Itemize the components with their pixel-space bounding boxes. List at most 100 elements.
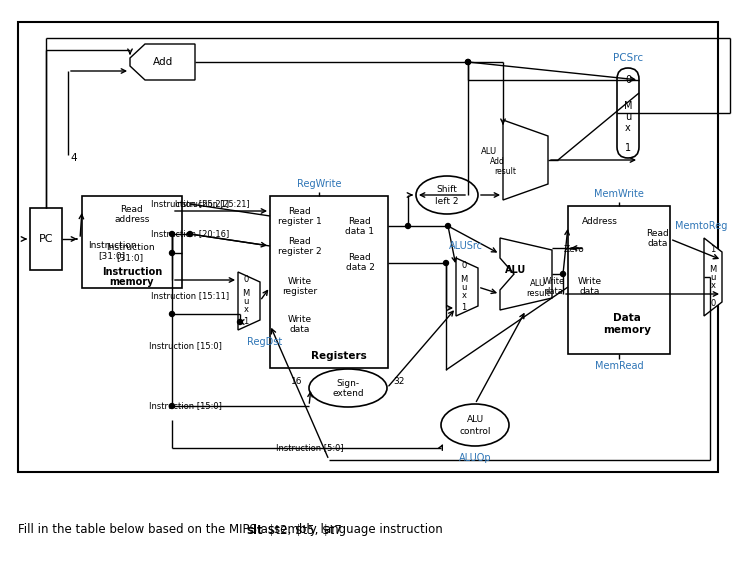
Text: ALUOp: ALUOp	[459, 453, 491, 463]
Text: $t2, $t5, $t7: $t2, $t5, $t7	[264, 524, 342, 537]
Ellipse shape	[416, 176, 478, 214]
Text: Data: Data	[613, 313, 641, 323]
Text: Instruction [20:16]: Instruction [20:16]	[151, 229, 229, 238]
Text: Address: Address	[582, 217, 618, 226]
Circle shape	[405, 224, 411, 229]
Text: x: x	[462, 290, 467, 299]
Text: result: result	[494, 168, 516, 177]
Text: RegWrite: RegWrite	[297, 179, 341, 189]
Text: 0: 0	[625, 75, 631, 85]
Text: 0: 0	[462, 261, 467, 271]
Text: 0: 0	[243, 276, 248, 285]
Text: Read: Read	[289, 237, 311, 246]
Circle shape	[170, 251, 174, 255]
Circle shape	[465, 59, 470, 65]
Text: extend: extend	[332, 389, 364, 398]
Text: u: u	[462, 282, 467, 291]
Circle shape	[560, 272, 565, 277]
Text: data: data	[580, 288, 600, 297]
Text: PC: PC	[39, 234, 53, 244]
Text: ALU: ALU	[530, 280, 546, 289]
Circle shape	[170, 311, 174, 316]
Text: data 2: data 2	[346, 264, 375, 272]
Text: Instruction: Instruction	[102, 267, 162, 277]
Text: Write: Write	[578, 277, 602, 286]
Text: register 1: register 1	[278, 217, 322, 225]
Circle shape	[238, 319, 242, 324]
Text: Read: Read	[289, 207, 311, 216]
Polygon shape	[456, 258, 478, 316]
Text: address: address	[114, 216, 150, 225]
Text: x: x	[625, 123, 631, 133]
Text: u: u	[625, 112, 631, 122]
Text: memory: memory	[603, 325, 651, 335]
Bar	[568, 206, 670, 354]
Text: M: M	[624, 101, 632, 111]
Text: x: x	[244, 305, 248, 314]
Bar	[82, 196, 182, 288]
Polygon shape	[503, 120, 548, 200]
Bar	[18, 22, 718, 472]
Text: Instruction [25:21]: Instruction [25:21]	[175, 199, 249, 208]
Text: data: data	[648, 239, 668, 248]
Ellipse shape	[441, 404, 509, 446]
Text: MemWrite: MemWrite	[594, 189, 644, 199]
Text: Read: Read	[349, 217, 371, 225]
Text: Instruction: Instruction	[88, 242, 136, 251]
FancyBboxPatch shape	[617, 68, 639, 158]
Text: u: u	[243, 297, 248, 306]
Text: 16: 16	[291, 378, 303, 387]
Text: M: M	[460, 275, 468, 284]
Text: 1: 1	[243, 318, 248, 327]
Text: register 2: register 2	[278, 247, 322, 255]
Text: Zero: Zero	[564, 246, 584, 255]
Text: ALU: ALU	[481, 148, 497, 157]
Text: ALU: ALU	[467, 414, 483, 423]
Bar	[30, 208, 62, 270]
Text: Instruction: Instruction	[105, 243, 154, 252]
Polygon shape	[130, 44, 195, 80]
Text: RegDst: RegDst	[248, 337, 283, 347]
Text: u: u	[711, 272, 716, 281]
Text: MemtoReg: MemtoReg	[675, 221, 727, 231]
Text: M: M	[242, 289, 250, 298]
Circle shape	[465, 59, 470, 65]
Text: Write: Write	[288, 277, 312, 286]
Text: Read: Read	[646, 229, 669, 238]
Text: [31:0]: [31:0]	[117, 254, 144, 263]
Text: Instruction [25:21]: Instruction [25:21]	[151, 199, 229, 208]
Text: 0: 0	[711, 299, 716, 308]
Text: MemRead: MemRead	[595, 361, 643, 371]
Text: register: register	[283, 288, 318, 297]
Text: ALU: ALU	[506, 265, 527, 275]
Text: Shift: Shift	[437, 185, 458, 194]
Text: Add: Add	[153, 57, 173, 67]
Text: Write: Write	[288, 315, 312, 324]
Text: Instruction [15:11]: Instruction [15:11]	[151, 291, 229, 301]
Text: data 1: data 1	[346, 226, 375, 235]
Polygon shape	[500, 238, 552, 310]
Text: Registers: Registers	[311, 351, 367, 361]
Polygon shape	[704, 238, 722, 316]
Bar	[270, 196, 388, 368]
Text: control: control	[459, 427, 491, 435]
Text: Instruction [5:0]: Instruction [5:0]	[276, 444, 344, 452]
Text: data: data	[545, 286, 563, 295]
Text: memory: memory	[110, 277, 154, 287]
Text: Write: Write	[543, 277, 565, 285]
Text: ALUSrc: ALUSrc	[449, 241, 483, 251]
Text: result: result	[526, 289, 550, 298]
Text: 4: 4	[71, 153, 77, 163]
Text: 32: 32	[393, 378, 405, 387]
Text: 1: 1	[711, 246, 716, 255]
Text: Instruction [15:0]: Instruction [15:0]	[149, 401, 221, 410]
Circle shape	[170, 404, 174, 409]
Circle shape	[170, 231, 174, 237]
Text: data: data	[289, 325, 310, 335]
Text: x: x	[711, 281, 716, 289]
Text: 1: 1	[462, 303, 467, 312]
Text: Sign-: Sign-	[337, 379, 360, 388]
Text: Read: Read	[120, 205, 144, 215]
Ellipse shape	[309, 369, 387, 407]
Circle shape	[444, 260, 449, 265]
